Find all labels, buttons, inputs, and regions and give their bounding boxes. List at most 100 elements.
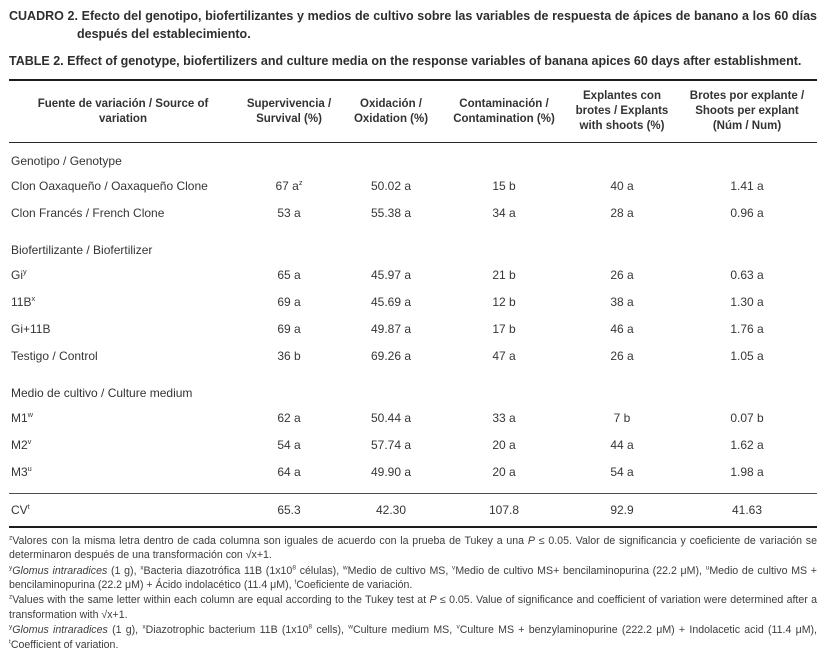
footnote-marker: u	[705, 563, 710, 571]
column-header-source: Fuente de variación / Source of variatio…	[9, 80, 237, 144]
footnote-marker: w	[342, 563, 348, 571]
cell-explants-shoots: 40 a	[610, 178, 634, 193]
table-caption-en: TABLE 2. Effect of genotype, biofertiliz…	[9, 52, 817, 70]
cell-cv-explants-shoots: 92.9	[567, 492, 677, 527]
table-row-11b: 11Bx 69 a 45.69 a 12 b 38 a 1.30 a	[9, 288, 817, 315]
column-header-explants-shoots: Explantes con brotes / Explants with sho…	[567, 80, 677, 144]
column-header-shoots-per-explant: Brotes por explante / Shoots per explant…	[677, 80, 817, 144]
exponent: 8	[292, 563, 296, 571]
cell-survival: 67 az	[275, 177, 303, 193]
cell-explants-shoots: 46 a	[610, 321, 634, 336]
cell-source: Giy	[11, 266, 27, 282]
cell-cv-label: CVt	[9, 492, 237, 527]
cell-shoots-per-explant: 1.41 a	[730, 178, 764, 193]
cell-cv-oxidation: 42.30	[341, 492, 441, 527]
footnote-marker: y	[23, 266, 27, 276]
footnote-marker: t	[294, 578, 297, 586]
footnote-marker: u	[27, 463, 32, 473]
cell-source: 11Bx	[11, 293, 36, 309]
cell-shoots-per-explant: 1.05 a	[730, 348, 764, 363]
cell-contamination: 20 a	[492, 437, 516, 452]
cell-oxidation: 45.69 a	[370, 294, 412, 309]
column-header-oxidation: Oxidación / Oxidation (%)	[341, 80, 441, 144]
footnote-marker: v	[27, 436, 32, 446]
table-row-m1: M1w 62 a 50.44 a 33 a 7 b 0.07 b	[9, 404, 817, 431]
table-row-oaxaqueno-clone: Clon Oaxaqueño / Oaxaqueño Clone 67 az 5…	[9, 172, 817, 199]
cell-explants-shoots: 26 a	[610, 348, 634, 363]
cell-contamination: 17 b	[492, 321, 516, 336]
footnote-en-definitions: yGlomus intraradices (1 g), xDiazotrophi…	[9, 623, 818, 651]
cell-shoots-per-explant: 1.98 a	[730, 464, 764, 479]
cell-contamination: 33 a	[492, 410, 516, 425]
cell-source: Clon Francés / French Clone	[11, 205, 165, 220]
cell-contamination: 47 a	[492, 348, 516, 363]
cell-oxidation: 55.38 a	[370, 205, 412, 220]
cell-oxidation: 50.44 a	[370, 410, 412, 425]
cell-survival: 54 a	[277, 437, 301, 452]
cell-contamination: 21 b	[492, 267, 516, 282]
cell-explants-shoots: 26 a	[610, 267, 634, 282]
cell-source: Gi+11B	[11, 321, 51, 336]
cell-shoots-per-explant: 0.63 a	[730, 267, 764, 282]
cell-shoots-per-explant: 1.30 a	[730, 294, 764, 309]
cell-cv-contamination: 107.8	[441, 492, 567, 527]
section-header-label: Genotipo / Genotype	[11, 154, 122, 169]
cell-shoots-per-explant: 0.07 b	[730, 410, 764, 425]
cell-survival: 69 a	[277, 294, 301, 309]
footnote-en-tukey: zValues with the same letter within each…	[9, 593, 818, 621]
cell-survival: 65 a	[277, 267, 301, 282]
table-row-m3: M3u 64 a 49.90 a 20 a 54 a 1.98 a	[9, 458, 817, 485]
caption-en-label: TABLE 2.	[9, 54, 64, 69]
cell-contamination: 12 b	[492, 294, 516, 309]
cell-explants-shoots: 38 a	[610, 294, 634, 309]
footnote-marker: t	[27, 501, 30, 511]
footnote-marker: x	[140, 563, 144, 571]
section-header-label: Biofertilizante / Biofertilizer	[11, 243, 153, 258]
cell-contamination: 20 a	[492, 464, 516, 479]
section-header-row-biofertilizer: Biofertilizante / Biofertilizer	[9, 226, 817, 261]
cell-oxidation: 50.02 a	[370, 178, 412, 193]
footnote-es-tukey: zValores con la misma letra dentro de ca…	[9, 534, 817, 562]
table-row-gi-plus-11b: Gi+11B 69 a 49.87 a 17 b 46 a 1.76 a	[9, 315, 817, 342]
caption-es-label: CUADRO 2.	[9, 9, 78, 23]
table-caption-es: CUADRO 2. Efecto del genotipo, biofertil…	[9, 7, 817, 43]
footnote-marker: z	[298, 177, 303, 187]
table-row-gi: Giy 65 a 45.97 a 21 b 26 a 0.63 a	[9, 261, 817, 288]
cell-survival: 53 a	[277, 205, 301, 220]
section-header-row-culture-medium: Medio de cultivo / Culture medium	[9, 369, 817, 404]
cell-survival: 69 a	[277, 321, 301, 336]
footnotes-block: zValores con la misma letra dentro de ca…	[9, 534, 817, 652]
cell-survival: 64 a	[277, 464, 301, 479]
cell-explants-shoots: 28 a	[610, 205, 634, 220]
cell-oxidation: 69.26 a	[370, 348, 412, 363]
cell-source: Clon Oaxaqueño / Oaxaqueño Clone	[11, 178, 208, 193]
section-header-label: Medio de cultivo / Culture medium	[11, 386, 193, 401]
cell-explants-shoots: 7 b	[613, 410, 631, 425]
cell-cv-survival: 65.3	[237, 492, 341, 527]
section-header-row-genotype: Genotipo / Genotype	[9, 143, 817, 173]
caption-en-text: Effect of genotype, biofertilizers and c…	[67, 54, 802, 69]
cell-survival: 62 a	[277, 410, 301, 425]
footnote-marker: x	[31, 293, 36, 303]
cv-row: CVt 65.3 42.30 107.8 92.9 41.63	[9, 492, 817, 527]
cell-survival: 36 b	[277, 348, 301, 363]
results-table: Fuente de variación / Source of variatio…	[9, 79, 817, 528]
cell-oxidation: 49.90 a	[370, 464, 412, 479]
cell-shoots-per-explant: 1.76 a	[730, 321, 764, 336]
cell-oxidation: 57.74 a	[370, 437, 412, 452]
table-row-control: Testigo / Control 36 b 69.26 a 47 a 26 a…	[9, 342, 817, 369]
cell-source: M3u	[11, 463, 32, 479]
footnote-es-definitions: yGlomus intraradices (1 g), xBacteria di…	[9, 563, 817, 591]
table-row-french-clone: Clon Francés / French Clone 53 a 55.38 a…	[9, 199, 817, 226]
cell-source: M2v	[11, 436, 32, 452]
footnote-marker: y	[9, 563, 13, 571]
cell-source: M1w	[11, 409, 34, 425]
cell-shoots-per-explant: 0.96 a	[730, 205, 764, 220]
cell-oxidation: 49.87 a	[370, 321, 412, 336]
cell-oxidation: 45.97 a	[370, 267, 412, 282]
caption-es-text: Efecto del genotipo, biofertilizantes y …	[77, 9, 817, 42]
header-row: Fuente de variación / Source of variatio…	[9, 80, 817, 144]
cell-source: Testigo / Control	[11, 348, 98, 363]
spacer-row	[9, 485, 817, 493]
footnote-marker: w	[27, 409, 34, 419]
